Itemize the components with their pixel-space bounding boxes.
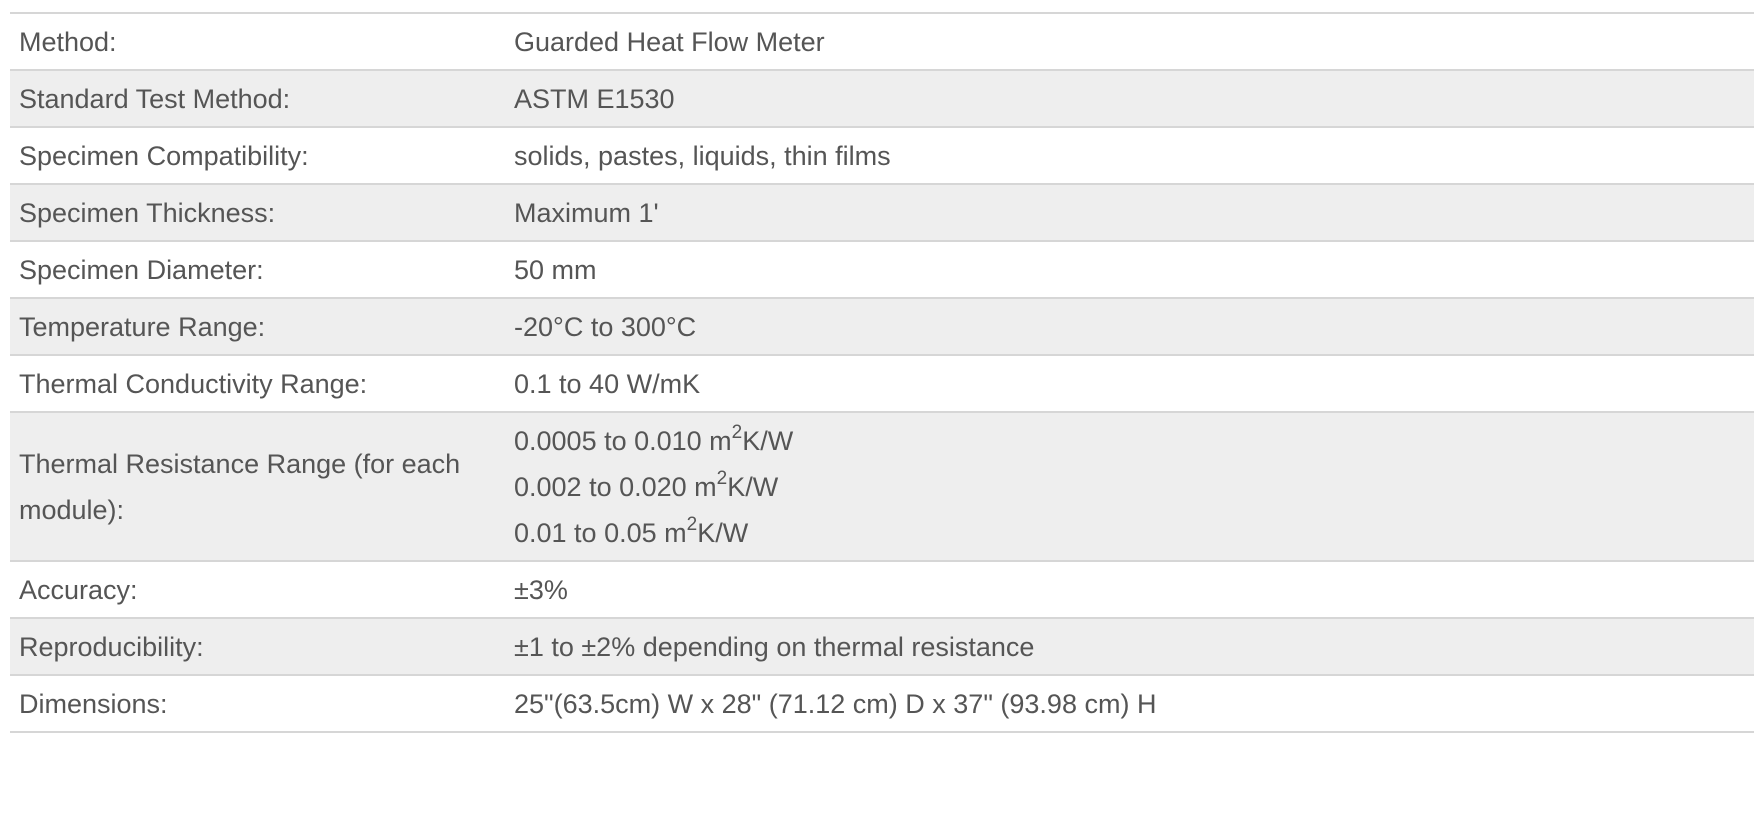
- spec-value: ±3%: [514, 575, 568, 605]
- spec-value-multiline: 0.0005 to 0.010 m2K/W 0.002 to 0.020 m2K…: [505, 412, 1754, 561]
- spec-value: 0.1 to 40 W/mK: [514, 369, 701, 399]
- resistance-range-line: 0.0005 to 0.010 m2K/W: [514, 418, 1754, 464]
- spec-row-temperature-range: Temperature Range: -20°C to 300°C: [10, 298, 1754, 355]
- unit-text: K/W: [742, 426, 794, 456]
- spec-row-thermal-resistance-range: Thermal Resistance Range (for each modul…: [10, 412, 1754, 561]
- range-text: 0.01 to 0.05 m: [514, 518, 687, 548]
- spec-label: Accuracy:: [19, 575, 138, 605]
- resistance-range-line: 0.01 to 0.05 m2K/W: [514, 510, 1754, 556]
- spec-row-reproducibility: Reproducibility: ±1 to ±2% depending on …: [10, 618, 1754, 675]
- spec-row-method: Method: Guarded Heat Flow Meter: [10, 13, 1754, 70]
- spec-label: Specimen Diameter:: [19, 255, 264, 285]
- spec-label: Thermal Conductivity Range:: [19, 369, 368, 399]
- range-text: 0.002 to 0.020 m: [514, 472, 717, 502]
- spec-label: Reproducibility:: [19, 632, 204, 662]
- superscript: 2: [716, 468, 728, 489]
- range-text: 0.0005 to 0.010 m: [514, 426, 732, 456]
- spec-label: Specimen Thickness:: [19, 198, 276, 228]
- spec-value: ±1 to ±2% depending on thermal resistanc…: [514, 632, 1035, 662]
- spec-label: Thermal Resistance Range (for each modul…: [19, 449, 461, 525]
- spec-row-dimensions: Dimensions: 25"(63.5cm) W x 28" (71.12 c…: [10, 675, 1754, 732]
- specifications-table: Method: Guarded Heat Flow Meter Standard…: [10, 12, 1754, 733]
- spec-row-specimen-diameter: Specimen Diameter: 50 mm: [10, 241, 1754, 298]
- resistance-range-line: 0.002 to 0.020 m2K/W: [514, 464, 1754, 510]
- spec-value: 25"(63.5cm) W x 28" (71.12 cm) D x 37" (…: [514, 689, 1157, 719]
- spec-row-specimen-thickness: Specimen Thickness: Maximum 1': [10, 184, 1754, 241]
- spec-label: Dimensions:: [19, 689, 168, 719]
- spec-value: -20°C to 300°C: [514, 312, 697, 342]
- spec-label: Standard Test Method:: [19, 84, 291, 114]
- spec-row-accuracy: Accuracy: ±3%: [10, 561, 1754, 618]
- superscript: 2: [731, 422, 743, 443]
- superscript: 2: [686, 514, 698, 535]
- spec-value: 50 mm: [514, 255, 597, 285]
- spec-row-standard-test-method: Standard Test Method: ASTM E1530: [10, 70, 1754, 127]
- spec-label: Temperature Range:: [19, 312, 266, 342]
- spec-row-specimen-compatibility: Specimen Compatibility: solids, pastes, …: [10, 127, 1754, 184]
- spec-value: ASTM E1530: [514, 84, 675, 114]
- spec-value: solids, pastes, liquids, thin films: [514, 141, 891, 171]
- spec-value: Guarded Heat Flow Meter: [514, 27, 825, 57]
- spec-row-thermal-conductivity-range: Thermal Conductivity Range: 0.1 to 40 W/…: [10, 355, 1754, 412]
- unit-text: K/W: [697, 518, 749, 548]
- spec-value: Maximum 1': [514, 198, 659, 228]
- spec-label: Method:: [19, 27, 117, 57]
- unit-text: K/W: [727, 472, 779, 502]
- spec-label: Specimen Compatibility:: [19, 141, 309, 171]
